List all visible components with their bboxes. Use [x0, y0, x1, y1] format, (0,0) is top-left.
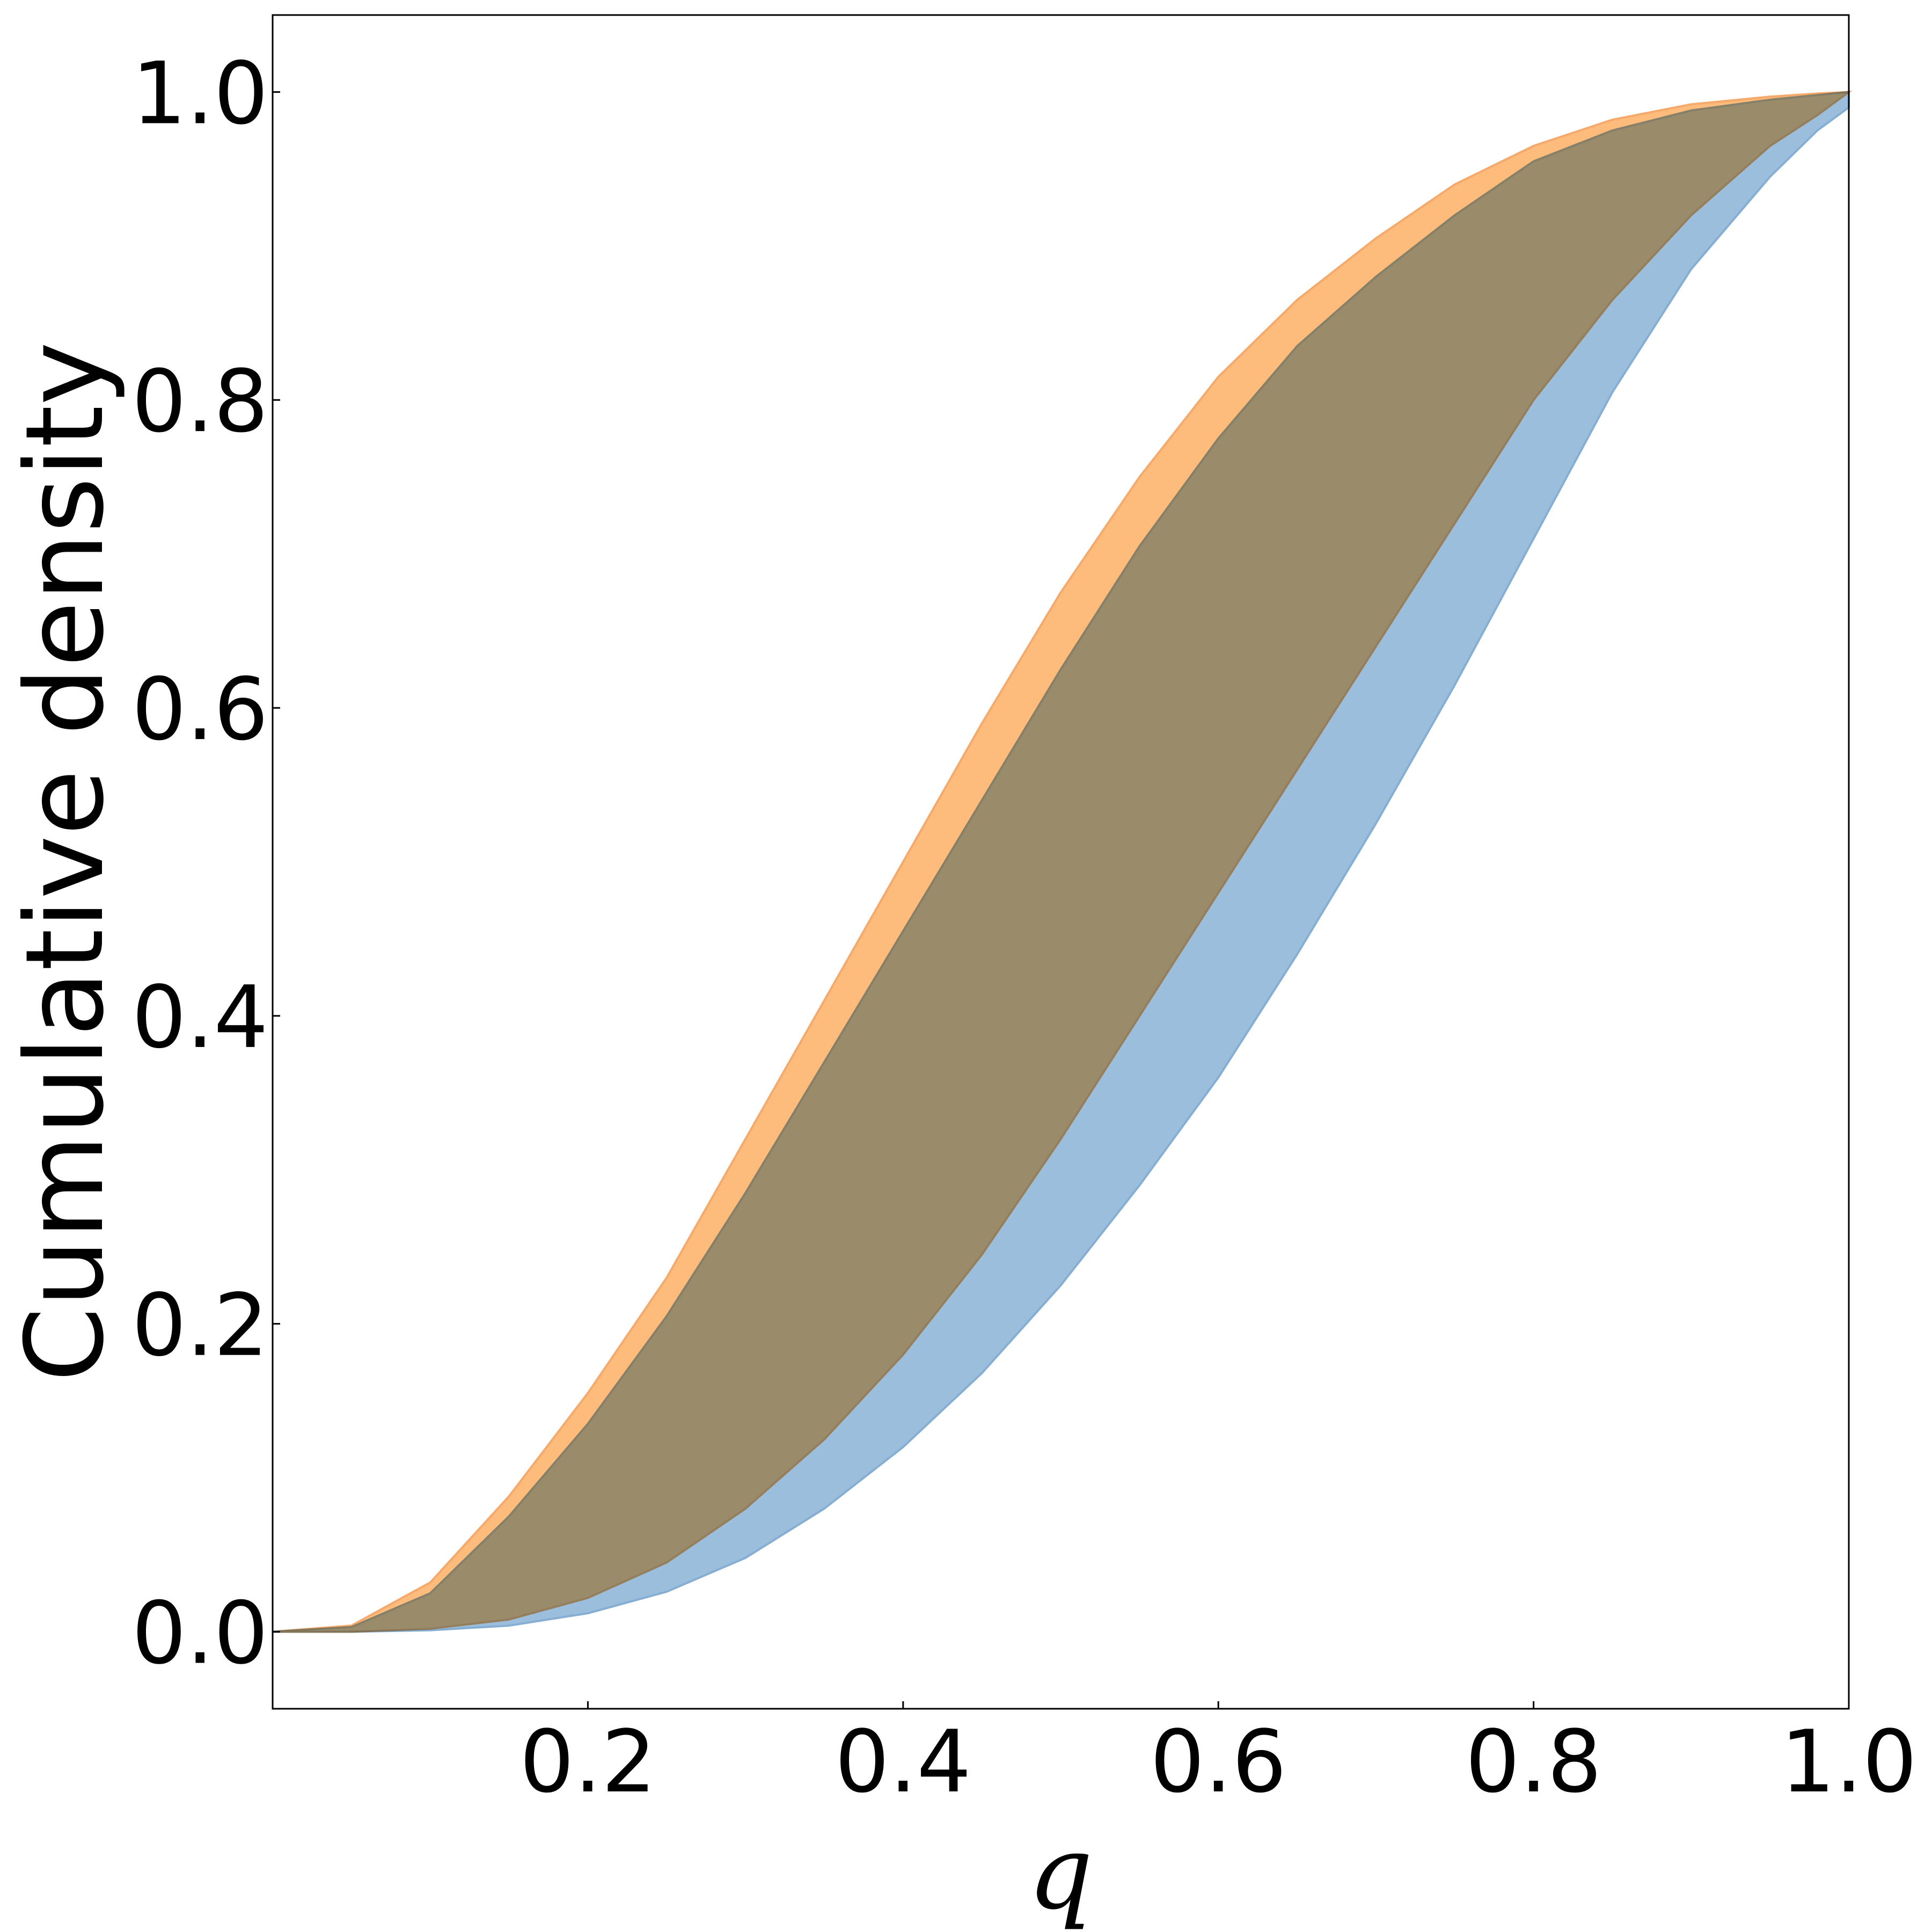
x-tick-label: 0.2 — [519, 1711, 656, 1812]
x-axis-label: q — [1028, 1813, 1093, 1932]
y-axis-label: Cumulative density — [3, 342, 128, 1382]
x-tick-label: 0.8 — [1465, 1711, 1601, 1812]
x-tick-label: 1.0 — [1781, 1711, 1917, 1812]
y-tick-label: 0.6 — [132, 659, 268, 759]
plot-frame — [272, 14, 1850, 1710]
y-tick-label: 0.4 — [132, 967, 268, 1067]
y-tick-label: 0.2 — [132, 1275, 268, 1375]
y-tick-label: 0.0 — [132, 1583, 268, 1684]
x-tick-label: 0.4 — [835, 1711, 971, 1812]
y-tick-label: 1.0 — [132, 43, 268, 143]
x-tick-label: 0.6 — [1150, 1711, 1286, 1812]
x-ticks: 0.2 0.4 0.6 0.8 1.0 — [519, 1701, 1917, 1812]
y-tick-label: 0.8 — [132, 351, 268, 451]
bands — [272, 91, 1853, 1633]
y-ticks: 0.0 0.2 0.4 0.6 0.8 1.0 — [132, 43, 280, 1684]
